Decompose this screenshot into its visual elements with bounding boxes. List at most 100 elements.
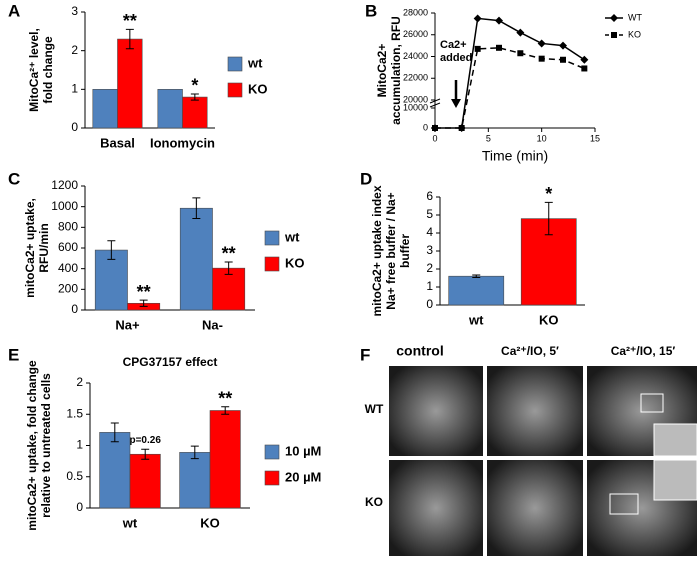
chart-title: CPG37157 effect [123,355,218,369]
y-tick-label: 5 [426,207,433,221]
x-tick-label: Na- [202,317,223,332]
significance-label: ** [137,282,151,302]
bar [448,275,505,306]
y-tick-label: 0 [423,122,428,132]
point [537,39,546,48]
point [559,41,567,50]
error-bar [224,261,233,275]
y-tick-label: 0 [71,120,78,134]
legend-label: KO [248,81,268,96]
series-line [435,17,585,129]
panel-label: A [8,1,20,20]
y-tick-label: 0 [426,297,433,311]
error-bar [107,240,116,260]
error-bar [472,274,481,278]
point [516,28,525,37]
y-axis-label: mitoCa2+ uptake, fold change [25,360,39,531]
y-tick-label: 400 [58,261,78,275]
bar [92,89,118,129]
significance-label: p=0.26 [129,435,161,446]
y-tick-label: 0 [76,500,83,514]
inset-box [609,493,639,515]
micrograph [487,366,583,456]
y-axis-label: Na+ free buffer / Na+ [384,192,398,309]
x-tick-label: Na+ [115,317,140,332]
micrograph [487,460,583,556]
point [580,55,589,64]
y-axis-label: mitoCa2+ uptake index [370,185,384,316]
column-label: Ca²⁺/IO, 5′ [501,344,559,358]
bar [94,249,128,311]
error-bar [190,445,199,460]
y-tick-label: 26000 [403,29,428,39]
legend-swatch [264,444,280,460]
legend-swatch [264,470,280,486]
image-panel: F control Ca²⁺/IO, 5′ Ca²⁺/IO, 15′ WT KO [360,343,698,556]
x-tick-label: Ionomycin [150,135,215,150]
y-axis-label: relative to untreated cells [39,373,53,518]
y-tick-label: 800 [58,220,78,234]
annotation: Ca2+ [440,39,467,51]
bar [129,453,161,509]
significance-label: ** [218,389,232,409]
inset-box [640,393,664,413]
legend-label: wt [247,55,263,70]
inset [653,459,698,501]
y-tick-label: 1 [426,279,433,293]
y-tick-label: 200 [58,282,78,296]
legend-label: KO [285,255,305,270]
point [560,56,566,63]
point [474,45,481,52]
y-tick-label: 4 [426,225,433,239]
y-tick-label: 1.5 [66,406,83,420]
annotation-arrow [451,80,461,108]
point [458,125,465,131]
y-tick-label: 24000 [403,51,428,61]
x-tick-label: wt [122,515,138,530]
y-axis-label: RFU/min [37,223,51,272]
point [495,16,503,25]
y-tick-label: 1 [76,438,83,452]
row-label: KO [365,495,383,509]
bar [209,410,241,509]
y-tick-label: 20000 [403,94,428,104]
x-tick-label: wt [468,312,484,327]
y-tick-label: 28000 [403,7,428,17]
error-bar [544,201,553,236]
error-bar [190,93,199,101]
x-tick-label: KO [539,312,559,327]
point [581,65,588,72]
y-tick-label: 1000 [51,199,78,213]
axis-break [429,98,441,108]
y-tick-label: 2 [71,43,78,57]
point [610,14,618,22]
annotation: added [440,52,472,64]
row-label: WT [365,402,384,416]
y-tick-label: 1 [71,82,78,96]
legend-swatch [264,230,280,246]
legend-swatch [227,82,243,98]
significance-label: ** [222,244,236,264]
legend-label: 10 µM [285,443,321,458]
micrograph [389,366,483,456]
series-line [435,47,585,129]
x-axis-label: Time (min) [482,148,548,164]
legend-swatch [227,56,243,72]
significance-label: * [545,184,552,204]
legend-label: WT [628,12,642,22]
y-tick-label: 2 [426,261,433,275]
error-bar [192,197,201,220]
x-tick-label: 10 [537,133,547,143]
y-axis-label: buffer [398,234,412,268]
bar [212,267,246,311]
inset [653,423,698,457]
point [611,32,617,38]
error-bar [141,448,150,460]
significance-label: ** [123,11,137,31]
point [432,125,438,131]
x-tick-label: 5 [486,133,491,143]
panel-label: C [8,169,20,188]
y-axis-label: fold change [41,36,55,104]
panel-label: F [360,345,370,364]
